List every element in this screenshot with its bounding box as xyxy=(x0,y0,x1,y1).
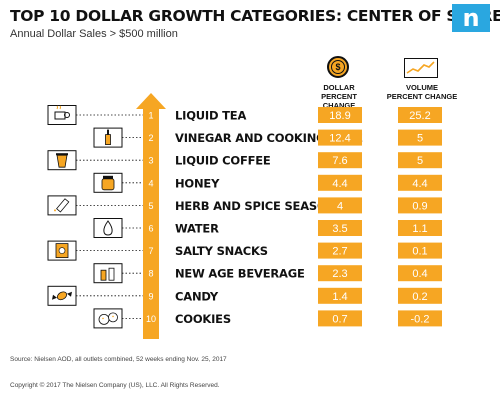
bottle-icon xyxy=(105,134,111,146)
dollar-cell xyxy=(318,287,362,304)
water-drop-icon xyxy=(103,220,113,236)
spice-shaker-icon xyxy=(56,198,70,213)
dollar-cell xyxy=(318,265,362,282)
rank-number: 5 xyxy=(148,201,153,211)
source-note: Source: Nielsen AOD, all outlets combine… xyxy=(10,356,227,363)
category-label: LIQUID COFFEE xyxy=(175,154,271,168)
volume-value: 1.1 xyxy=(412,223,427,235)
category-label: CANDY xyxy=(175,289,219,303)
nielsen-logo: n xyxy=(452,4,490,32)
rank-number: 3 xyxy=(148,156,153,166)
volume-cell xyxy=(398,152,442,169)
bottle-neck xyxy=(107,129,109,135)
cup-lid xyxy=(56,153,68,156)
volume-cell xyxy=(398,287,442,304)
dollar-header-line2: PERCENT CHANGE xyxy=(321,92,357,110)
spice-dot xyxy=(54,209,56,212)
category-label: COOKIES xyxy=(175,312,231,326)
dollar-value: 12.4 xyxy=(329,133,350,145)
rank-number: 1 xyxy=(148,111,153,121)
growth-arrow xyxy=(136,93,166,339)
copyright-note: Copyright © 2017 The Nielsen Company (US… xyxy=(10,382,220,389)
volume-value: -0.2 xyxy=(411,313,430,325)
volume-value: 4.4 xyxy=(412,178,427,190)
volume-cell xyxy=(398,220,442,236)
dollar-value: 7.6 xyxy=(332,155,347,167)
page-subtitle: Annual Dollar Sales > $500 million xyxy=(10,28,178,40)
beverage-bottles-icon xyxy=(100,269,107,281)
dollar-cell xyxy=(318,129,362,146)
dollar-value: 1.4 xyxy=(332,291,347,303)
dollar-value: 4 xyxy=(337,200,343,212)
volume-cell xyxy=(398,265,442,282)
dollar-value: 2.7 xyxy=(332,246,347,258)
candy-icon xyxy=(56,291,68,301)
category-label: WATER xyxy=(175,222,219,236)
dollar-cell xyxy=(318,242,362,259)
honey-jar-icon xyxy=(101,178,115,191)
dollar-value: 18.9 xyxy=(329,110,350,122)
category-label: NEW AGE BEVERAGE xyxy=(175,267,305,281)
dollar-cell xyxy=(318,310,362,327)
dollar-cell xyxy=(318,152,362,169)
rank-number: 10 xyxy=(146,314,156,324)
second-bottle xyxy=(108,267,115,281)
volume-value: 0.2 xyxy=(412,291,427,303)
rank-number: 4 xyxy=(148,178,153,188)
dollar-value: 0.7 xyxy=(332,313,347,325)
dollar-symbol: $ xyxy=(331,60,345,74)
cookies-icon xyxy=(98,313,110,325)
rank-number: 7 xyxy=(148,246,153,256)
category-label: LIQUID TEA xyxy=(175,109,246,123)
volume-value: 5 xyxy=(417,133,423,145)
dollar-cell xyxy=(318,220,362,236)
dollar-value: 2.3 xyxy=(332,268,347,280)
dollar-value: 4.4 xyxy=(332,178,347,190)
volume-header-line1: VOLUME xyxy=(405,83,439,92)
volume-cell xyxy=(398,129,442,146)
rank-number: 6 xyxy=(148,224,153,234)
steam-mark xyxy=(56,105,61,110)
tea-cup-handle xyxy=(64,112,70,118)
category-label: HONEY xyxy=(175,176,220,190)
category-label: SALTY SNACKS xyxy=(175,244,268,258)
dollar-cell xyxy=(318,174,362,191)
dollar-value: 3.5 xyxy=(332,223,347,235)
volume-cell xyxy=(398,174,442,191)
snack-label xyxy=(58,247,66,254)
volume-chart-icon xyxy=(404,58,438,78)
dollar-cell xyxy=(318,107,362,123)
volume-header-line2: PERCENT CHANGE xyxy=(386,92,458,101)
volume-value: 0.4 xyxy=(412,268,427,280)
volume-column-header: VOLUME PERCENT CHANGE xyxy=(384,83,460,101)
icon-frame xyxy=(93,263,123,284)
second-cookie xyxy=(108,312,118,323)
category-label: VINEGAR AND COOKING WINE xyxy=(175,131,363,145)
volume-cell xyxy=(398,242,442,259)
volume-cell xyxy=(398,107,442,123)
category-label: HERB AND SPICE SEASONING xyxy=(175,199,359,213)
rank-number: 9 xyxy=(148,291,153,301)
volume-cell xyxy=(398,197,442,214)
volume-value: 0.9 xyxy=(412,200,427,212)
chip-dot xyxy=(102,317,104,320)
volume-value: 5 xyxy=(417,155,423,167)
dollar-cell xyxy=(318,197,362,214)
dollar-icon: $ xyxy=(327,56,349,78)
dollar-column-header: DOLLAR PERCENT CHANGE xyxy=(306,83,372,110)
dollar-header-line1: DOLLAR xyxy=(323,83,355,92)
volume-value: 25.2 xyxy=(409,110,430,122)
jar-lid xyxy=(103,175,113,179)
volume-cell xyxy=(398,310,442,327)
chip-dot xyxy=(112,315,114,318)
icon-frame xyxy=(47,105,77,125)
rank-number: 2 xyxy=(148,133,153,143)
coffee-cup-icon xyxy=(56,154,68,168)
rank-number: 8 xyxy=(148,269,153,279)
candy-wrapper-ends xyxy=(52,291,72,300)
page-title: TOP 10 DOLLAR GROWTH CATEGORIES: CENTER … xyxy=(10,7,500,25)
volume-value: 0.1 xyxy=(412,246,427,258)
